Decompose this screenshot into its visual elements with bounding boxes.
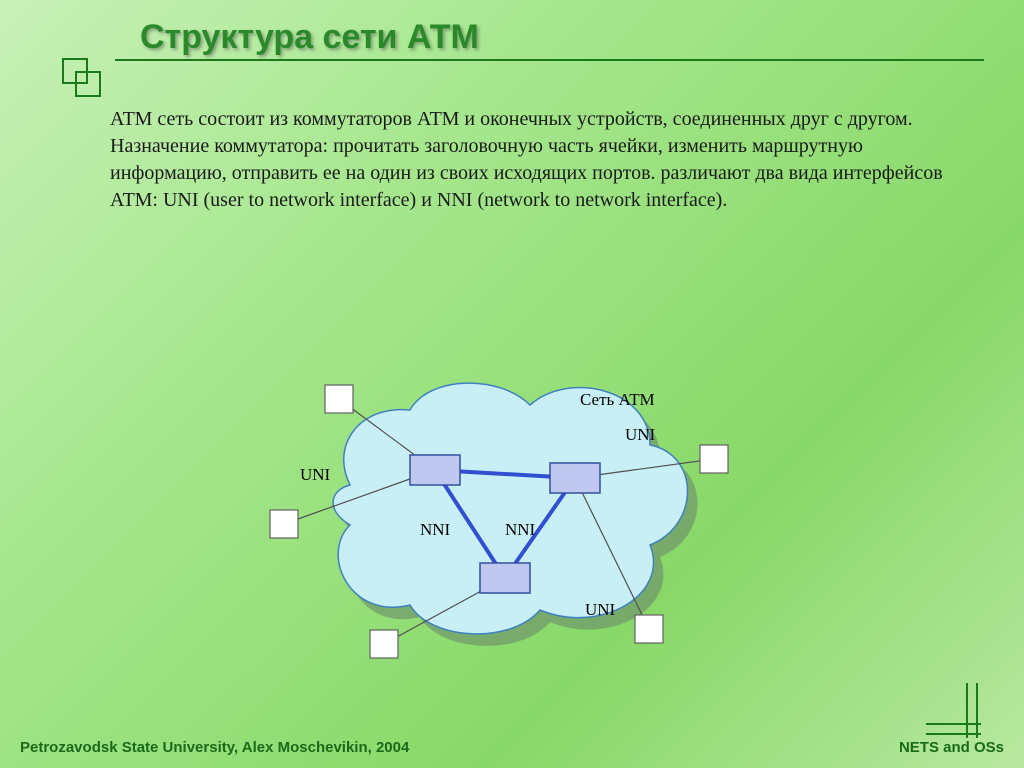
svg-text:UNI: UNI bbox=[625, 425, 656, 444]
body-paragraph: АТМ сеть состоит из коммутаторов АТМ и о… bbox=[0, 61, 1024, 214]
svg-text:UNI: UNI bbox=[585, 600, 616, 619]
svg-text:NNI: NNI bbox=[505, 520, 536, 539]
footer-left: Petrozavodsk State University, Alex Mosc… bbox=[20, 739, 409, 756]
svg-text:UNI: UNI bbox=[300, 465, 331, 484]
slide-title: Структура сети АТМ bbox=[0, 18, 1024, 57]
svg-text:Сеть АТМ: Сеть АТМ bbox=[580, 390, 655, 409]
network-diagram: Сеть АТМ UNI UNI UNI NNI NNI bbox=[260, 355, 760, 675]
footer-right: NETS and OSs bbox=[899, 739, 1004, 756]
svg-text:NNI: NNI bbox=[420, 520, 451, 539]
footer: Petrozavodsk State University, Alex Mosc… bbox=[20, 739, 1004, 756]
